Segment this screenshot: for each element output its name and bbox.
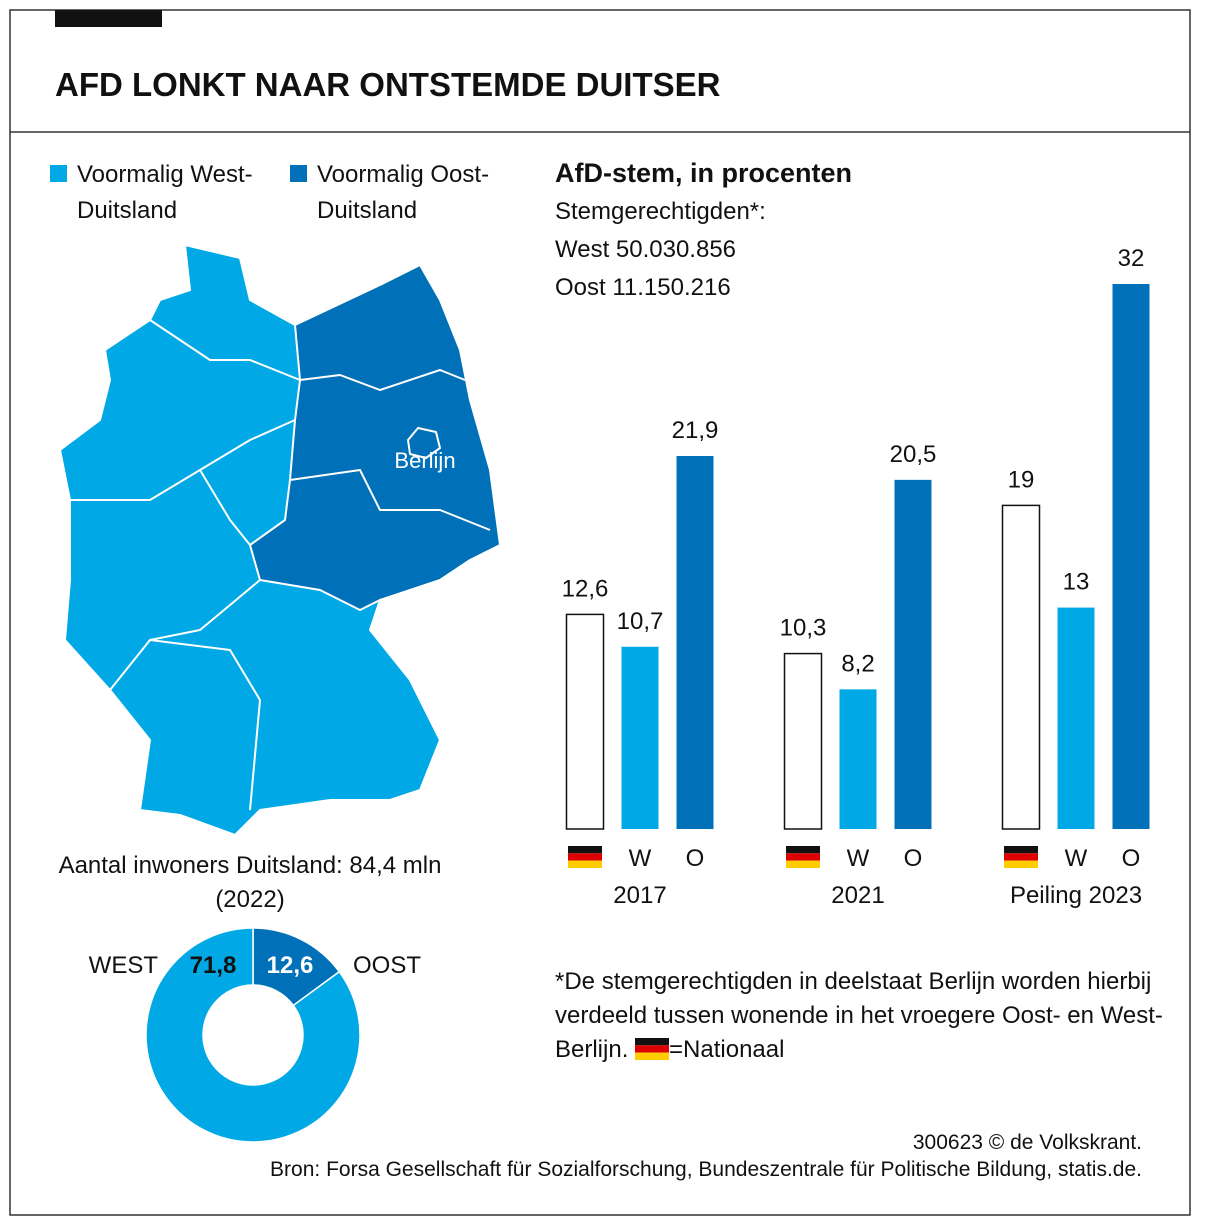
value-label: 71,8 (190, 952, 237, 979)
frame (9, 9, 1191, 1216)
credit: 300623 © de Volkskrant. (912, 1131, 1142, 1154)
value-label: 32 (1118, 245, 1145, 272)
category-label: 2017 (613, 882, 666, 909)
value-label: 21,9 (672, 417, 719, 444)
value-label: 19 (1008, 466, 1035, 493)
donut-title: Aantal inwoners Duitsland: 84,4 mln (58, 852, 442, 879)
category-label: WEST (89, 952, 159, 979)
flag (1004, 853, 1038, 861)
series-label: O (904, 845, 923, 872)
flag (1004, 846, 1038, 854)
bar (676, 456, 714, 829)
east-region (249, 264, 501, 611)
border (289, 469, 491, 531)
flag (568, 860, 602, 868)
bar (1057, 607, 1095, 829)
value-label: 10,7 (617, 608, 664, 635)
header-bar (55, 10, 162, 27)
flag (568, 853, 602, 861)
bar (894, 479, 932, 829)
category-label: OOST (353, 952, 421, 979)
bar-subtitle: Oost 11.150.216 (555, 274, 731, 301)
legend-swatch (290, 165, 307, 182)
city-label: Berlijn (394, 448, 455, 473)
value-label: 10,3 (780, 615, 827, 642)
bar-subtitle: West 50.030.856 (555, 236, 737, 263)
category-label: Peiling 2023 (1010, 882, 1142, 909)
map (59, 244, 501, 836)
legend-swatch (50, 165, 67, 182)
flag (568, 846, 602, 854)
bar (565, 613, 605, 830)
flag (786, 860, 820, 868)
series-label: W (1065, 845, 1088, 872)
flag (786, 853, 820, 861)
border (149, 639, 261, 811)
bar (783, 652, 823, 830)
bar-subtitle: Stemgerechtigden*: (555, 198, 766, 225)
flag (1004, 860, 1038, 868)
donut-slice (145, 927, 361, 1143)
footnote: *De stemgerechtigden in deelstaat Berlij… (555, 965, 1185, 1067)
series-label: W (629, 845, 652, 872)
value-label: 12,6 (562, 575, 609, 602)
border (109, 579, 261, 691)
flag (786, 846, 820, 854)
source: Bron: Forsa Gesellschaft für Sozialforsc… (270, 1158, 1142, 1181)
category-label: 2021 (831, 882, 884, 909)
bar (621, 646, 659, 829)
series-label: O (686, 845, 705, 872)
legend-label: =Nationaal (669, 1036, 785, 1063)
border (149, 319, 301, 381)
bar (839, 689, 877, 829)
title: AFD LONKT NAAR ONTSTEMDE DUITSER (55, 66, 721, 103)
berlin-outline (407, 427, 441, 459)
footnote-text: *De stemgerechtigden in deelstaat Berlij… (555, 968, 1163, 1063)
value-label: 8,2 (841, 650, 874, 677)
bar (1112, 284, 1150, 829)
legend-label: Voormalig Oost-Duitsland (317, 161, 490, 224)
donut-subtitle: (2022) (215, 886, 285, 913)
value-label: 13 (1063, 569, 1090, 596)
flag (635, 1038, 670, 1060)
series-label: W (847, 845, 870, 872)
border (299, 369, 466, 391)
bar (1001, 504, 1041, 830)
border (199, 469, 251, 546)
value-label: 12,6 (267, 952, 314, 979)
value-label: 20,5 (890, 441, 937, 468)
bar-title: AfD-stem, in procenten (555, 158, 853, 188)
legend-label: Voormalig West-Duitsland (77, 161, 253, 224)
series-label: O (1122, 845, 1141, 872)
